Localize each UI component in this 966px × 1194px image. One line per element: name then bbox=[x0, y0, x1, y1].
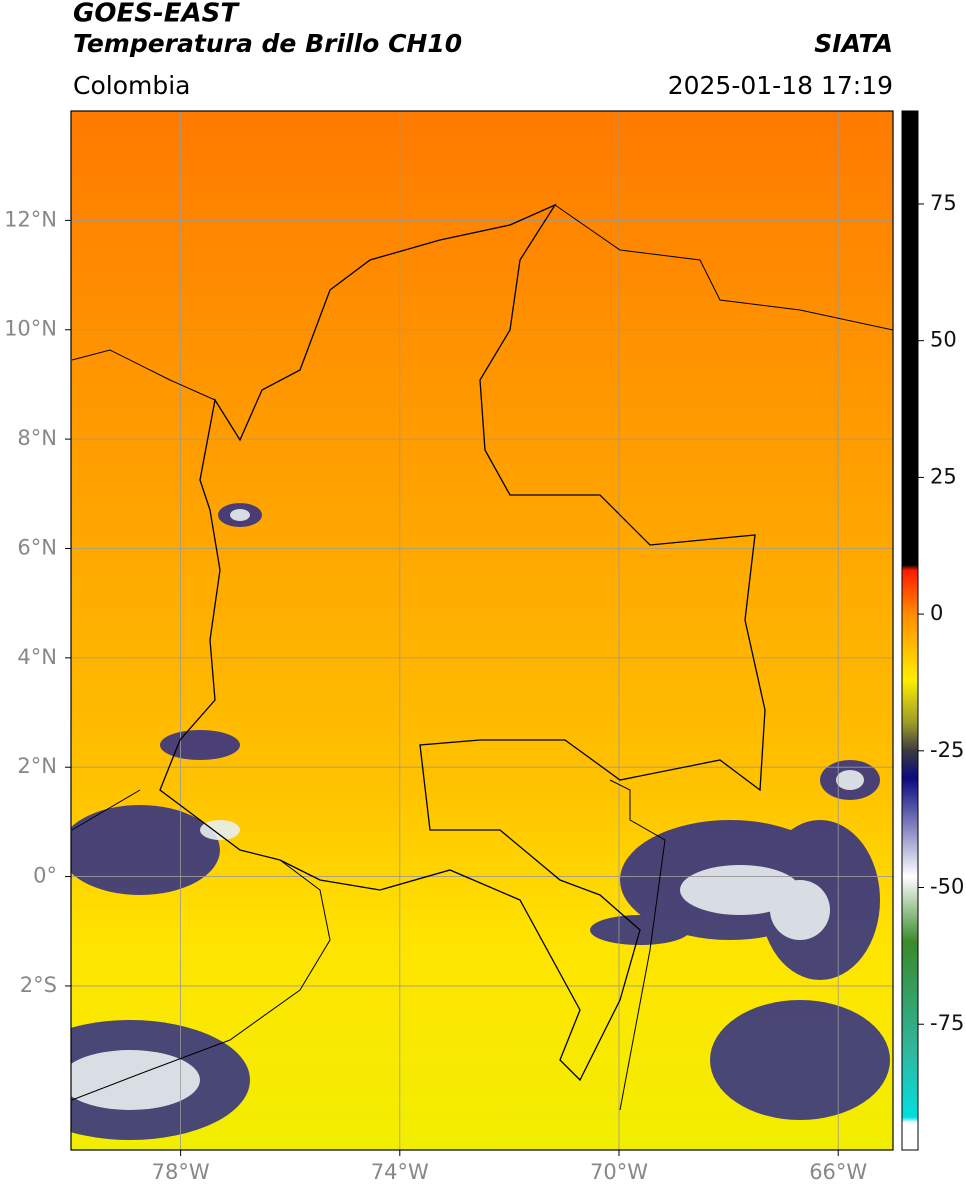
source: SIATA bbox=[814, 29, 893, 58]
y-tick-label: 2°N bbox=[17, 754, 57, 778]
y-tick-label: 4°N bbox=[17, 645, 57, 669]
title: GOES-EAST bbox=[73, 0, 240, 29]
x-tick-label: 78°W bbox=[152, 1160, 210, 1184]
colorbar-tick-label: -75 bbox=[930, 1011, 964, 1035]
y-tick-label: 10°N bbox=[4, 317, 57, 341]
map-background bbox=[71, 111, 893, 1150]
subtitle: Temperatura de Brillo CH10 bbox=[73, 29, 462, 58]
datetime: 2025-01-18 17:19 bbox=[668, 71, 893, 100]
colorbar-tick-label: 50 bbox=[930, 328, 957, 352]
x-tick-label: 74°W bbox=[371, 1160, 429, 1184]
y-tick-label: 12°N bbox=[4, 207, 57, 231]
x-tick-label: 70°W bbox=[590, 1160, 648, 1184]
neighbor-borders bbox=[71, 204, 893, 1111]
y-tick-label: 0° bbox=[33, 864, 57, 888]
colorbar bbox=[901, 110, 919, 1151]
cloud-cores bbox=[71, 509, 864, 1110]
map-frame bbox=[70, 110, 894, 1151]
colorbar-tick-label: 75 bbox=[930, 191, 957, 215]
y-tick-label: 8°N bbox=[17, 426, 57, 450]
y-tick-label: 2°S bbox=[20, 973, 57, 997]
colorbar-tick-label: -50 bbox=[930, 875, 964, 899]
map-image bbox=[71, 111, 893, 1150]
colorbar-tick-label: -25 bbox=[930, 738, 964, 762]
colorbar-tick-label: 25 bbox=[930, 464, 957, 488]
y-tick-label: 6°N bbox=[17, 535, 57, 559]
colorbar-tick-label: 0 bbox=[930, 601, 943, 625]
x-tick-label: 66°W bbox=[809, 1160, 867, 1184]
region: Colombia bbox=[73, 71, 190, 100]
